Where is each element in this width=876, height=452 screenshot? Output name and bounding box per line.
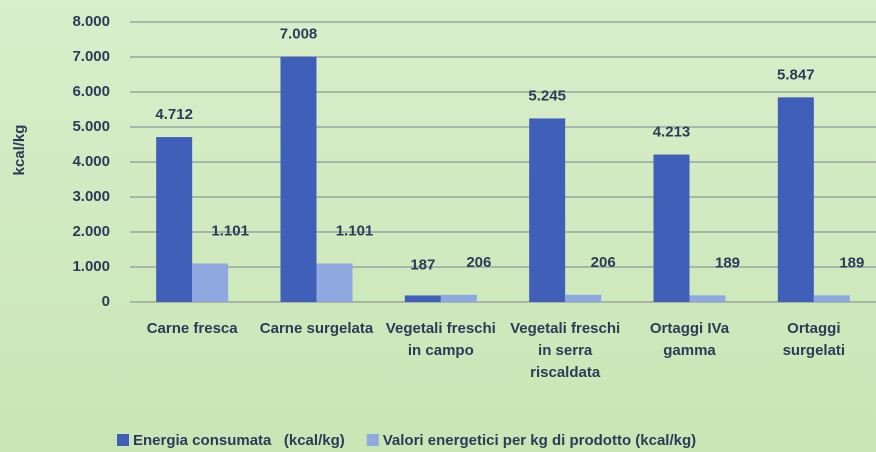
x-tick-label: Carne fresca xyxy=(146,320,238,337)
legend-swatch xyxy=(366,434,379,446)
legend-label: Energia consumata (kcal/kg) xyxy=(133,432,345,449)
data-label: 4.712 xyxy=(155,106,193,123)
x-tick-label: Ortaggi IVa gamma xyxy=(649,320,730,359)
data-label: 1.101 xyxy=(211,222,249,239)
legend-label: Valori energetici per kg di prodotto (kc… xyxy=(383,432,696,449)
y-tick-label: 3.000 xyxy=(72,188,110,205)
x-tick-label: Carne surgelata xyxy=(259,320,374,337)
data-label: 189 xyxy=(715,254,740,271)
bar xyxy=(316,263,353,302)
y-tick-label: 4.000 xyxy=(72,153,110,170)
y-tick-label: 7.000 xyxy=(72,48,110,65)
data-label: 187 xyxy=(410,256,435,273)
y-tick-label: 8.000 xyxy=(72,13,110,30)
y-tick-label: 0 xyxy=(102,293,110,310)
bar xyxy=(404,295,441,302)
data-label: 4.213 xyxy=(653,124,691,141)
y-tick-label: 5.000 xyxy=(72,118,110,135)
data-label: 5.847 xyxy=(777,66,815,83)
y-tick-label: 6.000 xyxy=(72,83,110,100)
bar xyxy=(156,137,193,302)
data-label: 1.101 xyxy=(336,222,374,239)
bar xyxy=(192,263,229,302)
y-tick-label: 1.000 xyxy=(72,258,110,275)
x-tick-label: Vegetali freschi in serra riscaldata xyxy=(510,320,621,381)
bar xyxy=(440,294,477,302)
data-label: 5.245 xyxy=(528,87,566,104)
y-axis-label: kcal/kg xyxy=(11,125,28,176)
bar xyxy=(565,294,602,302)
data-label: 7.008 xyxy=(280,26,318,43)
y-tick-label: 2.000 xyxy=(72,223,110,240)
data-label: 206 xyxy=(466,254,491,271)
bar xyxy=(280,56,317,302)
legend-swatch xyxy=(117,434,129,446)
bar xyxy=(689,295,726,302)
data-label: 206 xyxy=(591,254,616,271)
bar xyxy=(653,154,690,302)
x-tick-label: Ortaggi surgelati xyxy=(782,320,846,359)
bar xyxy=(529,118,566,302)
bar xyxy=(777,97,814,302)
x-tick-label: Vegetali freschi in campo xyxy=(385,320,496,359)
bar xyxy=(813,295,850,302)
data-label: 189 xyxy=(839,254,864,271)
